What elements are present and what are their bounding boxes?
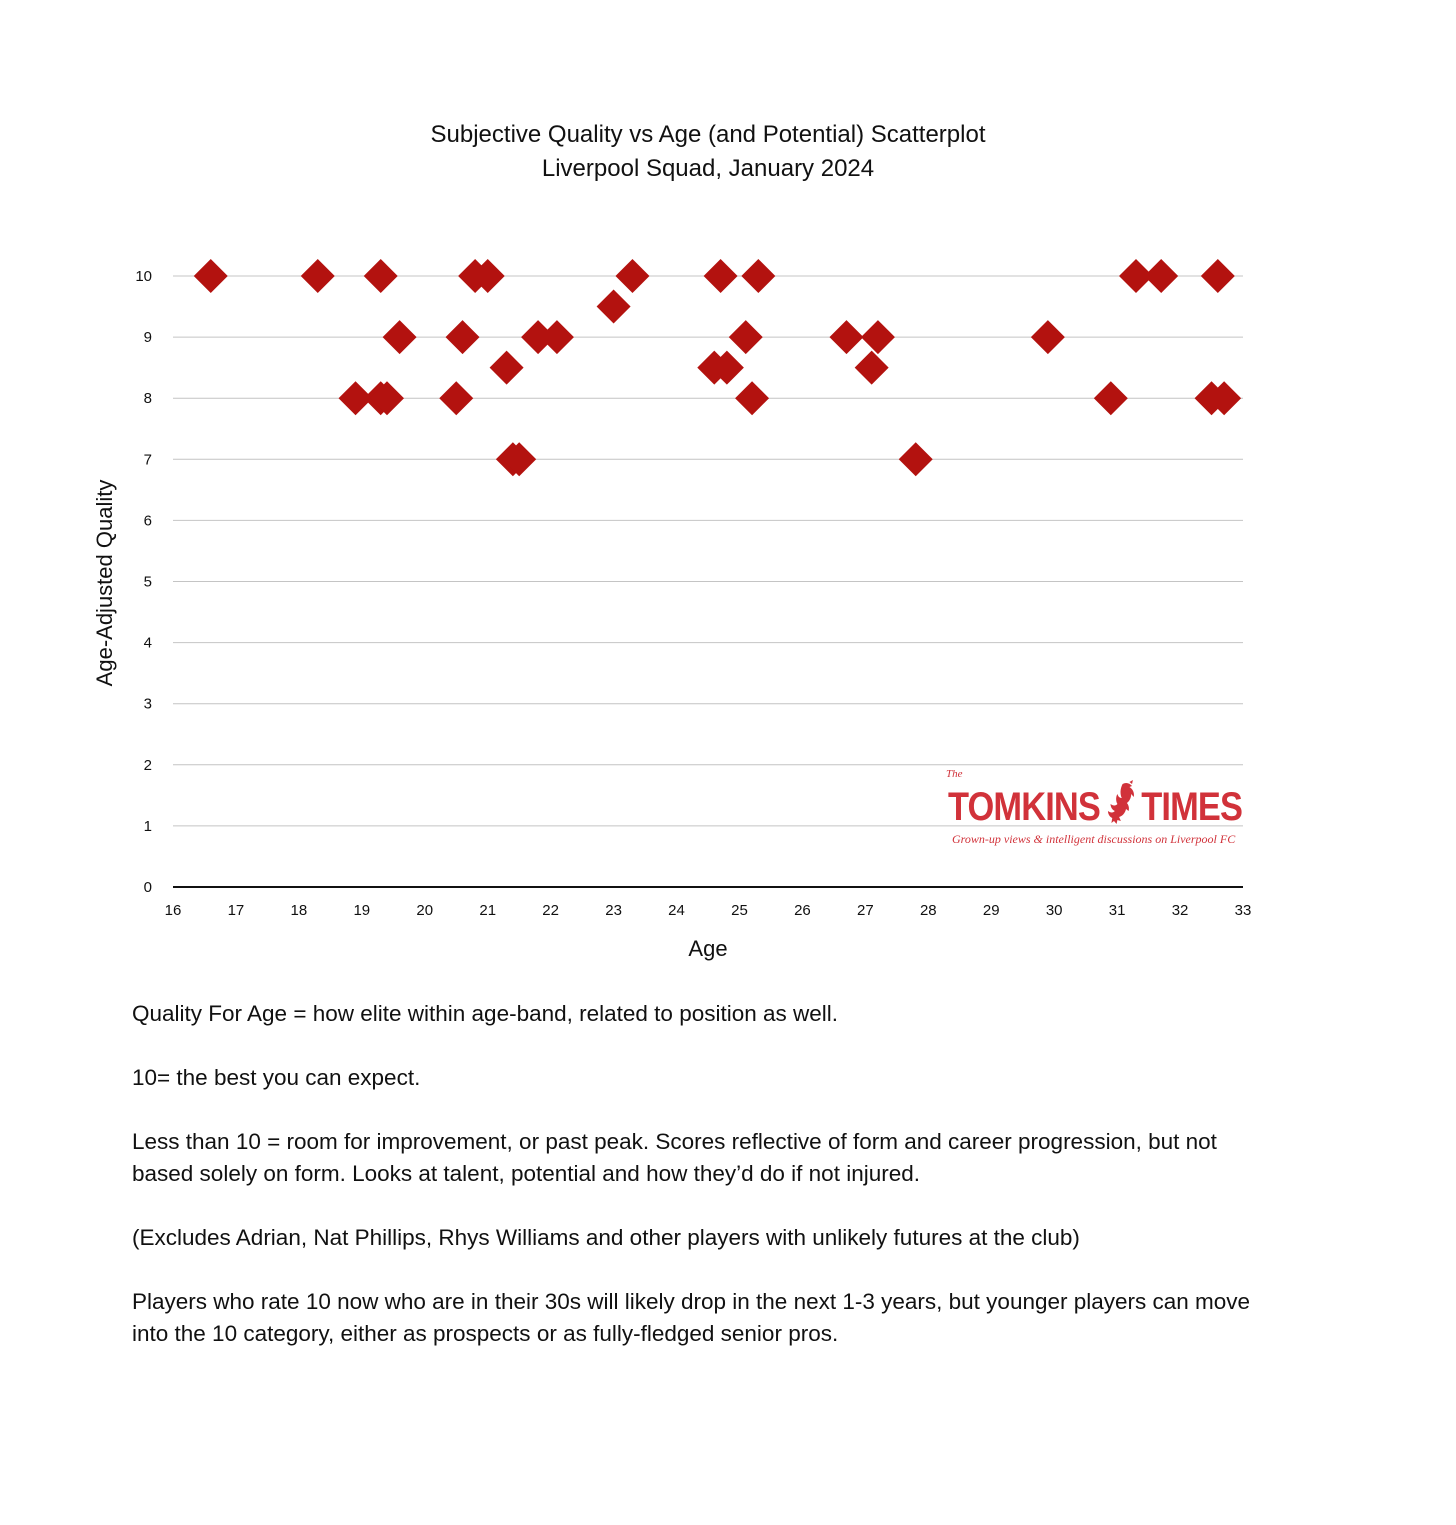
y-tick-label: 7 [144,451,152,468]
data-point-diamond [1144,259,1179,293]
data-point-diamond [370,381,404,416]
data-point-diamond [728,320,763,355]
data-point-diamond [470,259,505,293]
data-point-diamond [596,289,631,324]
y-tick-label: 3 [144,696,152,713]
x-tick-label: 33 [1235,902,1252,919]
x-tick-label: 23 [605,902,622,919]
data-point-diamond [193,259,228,293]
y-tick-label: 5 [144,574,152,591]
x-tick-label: 19 [353,902,370,919]
x-tick-label: 20 [416,902,433,919]
x-tick-label: 28 [920,902,937,919]
logo-word-times: TIMES [1141,785,1243,829]
data-point-diamond [615,259,650,293]
x-tick-labels: 16 17 18 19 20 21 22 23 24 25 26 27 28 29 30 31 32 33 [165,902,1252,919]
data-point-diamond [898,442,933,477]
data-point-diamond [703,259,738,293]
data-point-diamond [829,320,864,355]
logo-the: The [946,768,963,780]
data-point-diamond [521,320,556,355]
x-tick-label: 26 [794,902,811,919]
logo-wordmark: TOMKINS TIMES [948,780,1243,830]
x-axis-title: Age [688,936,727,961]
x-tick-label: 21 [479,902,496,919]
x-tick-label: 16 [165,902,182,919]
data-point-diamond [860,320,895,355]
x-tick-label: 18 [291,902,308,919]
data-point-diamond [300,259,335,293]
x-tick-label: 24 [668,902,685,919]
data-point-diamond [539,320,574,355]
data-point-diamond [735,381,770,416]
note-paragraph: Less than 10 = room for improvement, or … [132,1129,1217,1186]
data-point-diamond [382,320,417,355]
y-tick-label: 4 [144,635,152,652]
y-tick-label: 6 [144,512,152,529]
data-point-diamond [741,259,776,293]
logo-tagline: Grown-up views & intelligent discussions… [952,832,1236,846]
data-point-diamond [439,381,474,416]
y-axis-title: Age-Adjusted Quality [92,480,117,687]
y-tick-label: 10 [135,268,152,285]
x-tick-label: 30 [1046,902,1063,919]
data-points [193,259,1242,477]
x-tick-label: 17 [228,902,245,919]
x-tick-label: 29 [983,902,1000,919]
data-point-diamond [502,442,537,477]
note-paragraph: Quality For Age = how elite within age-b… [132,1001,839,1026]
y-tick-label: 8 [144,390,152,407]
data-point-diamond [489,350,524,385]
x-tick-label: 22 [542,902,559,919]
y-tick-label: 9 [144,329,152,346]
data-point-diamond [363,259,398,293]
data-point-diamond [445,320,480,355]
data-point-diamond [1030,320,1065,355]
chart-title: Subjective Quality vs Age (and Potential… [430,121,986,148]
data-point-diamond [1207,381,1242,416]
x-tick-label: 25 [731,902,748,919]
x-tick-label: 32 [1172,902,1189,919]
note-paragraph: (Excludes Adrian, Nat Phillips, Rhys Wil… [132,1225,1080,1250]
chart-subtitle: Liverpool Squad, January 2024 [541,155,875,182]
data-point-diamond [854,350,889,385]
data-point-diamond [709,350,744,385]
y-tick-label: 1 [144,818,152,835]
y-tick-label: 2 [144,757,152,774]
chart-title-block: Subjective Quality vs Age (and Potential… [0,118,1416,186]
data-point-diamond [1200,259,1235,293]
x-tick-label: 27 [857,902,874,919]
y-tick-label: 0 [144,879,152,896]
x-tick-label: 31 [1109,902,1126,919]
note-paragraph: Players who rate 10 now who are in their… [132,1289,1251,1346]
liverbird-icon [1107,780,1134,824]
data-point-diamond [1119,259,1153,293]
logo-word-tomkins: TOMKINS [948,785,1101,829]
notes-section: Quality For Age = how elite within age-b… [132,998,1282,1382]
y-tick-labels: 0 1 2 3 4 5 6 7 8 9 10 [135,268,152,896]
note-paragraph: 10= the best you can expect. [132,1065,421,1090]
tomkins-times-logo: The TOMKINS TIMES Grown-up views & intel… [944,768,1264,850]
data-point-diamond [338,381,373,416]
data-point-diamond [1093,381,1128,416]
